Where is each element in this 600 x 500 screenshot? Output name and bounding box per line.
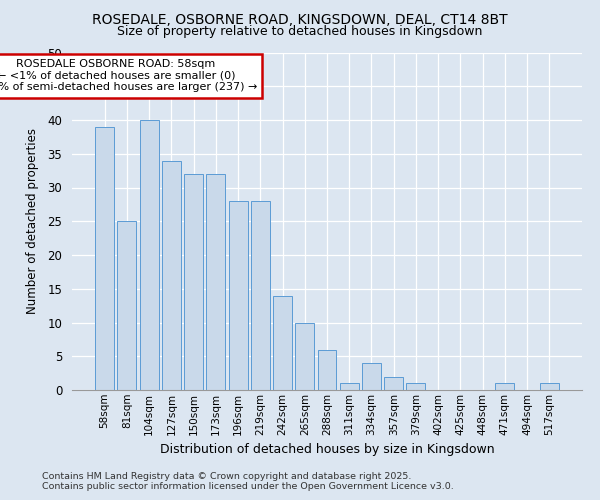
Text: Contains HM Land Registry data © Crown copyright and database right 2025.
Contai: Contains HM Land Registry data © Crown c… [42, 472, 454, 491]
Bar [206, 174, 225, 390]
Text: ROSEDALE OSBORNE ROAD: 58sqm
← <1% of detached houses are smaller (0)
>99% of se: ROSEDALE OSBORNE ROAD: 58sqm ← <1% of de… [0, 59, 257, 92]
Bar [362, 363, 381, 390]
Bar [229, 201, 248, 390]
Bar [496, 383, 514, 390]
Bar [317, 350, 337, 390]
Bar [140, 120, 158, 390]
Bar [340, 383, 359, 390]
X-axis label: Distribution of detached houses by size in Kingsdown: Distribution of detached houses by size … [160, 443, 494, 456]
Y-axis label: Number of detached properties: Number of detached properties [26, 128, 39, 314]
Bar [251, 201, 270, 390]
Bar [406, 383, 425, 390]
Text: ROSEDALE, OSBORNE ROAD, KINGSDOWN, DEAL, CT14 8BT: ROSEDALE, OSBORNE ROAD, KINGSDOWN, DEAL,… [92, 12, 508, 26]
Bar [118, 221, 136, 390]
Bar [162, 160, 181, 390]
Bar [273, 296, 292, 390]
Bar [95, 126, 114, 390]
Text: Size of property relative to detached houses in Kingsdown: Size of property relative to detached ho… [118, 25, 482, 38]
Bar [295, 322, 314, 390]
Bar [384, 376, 403, 390]
Bar [184, 174, 203, 390]
Bar [540, 383, 559, 390]
